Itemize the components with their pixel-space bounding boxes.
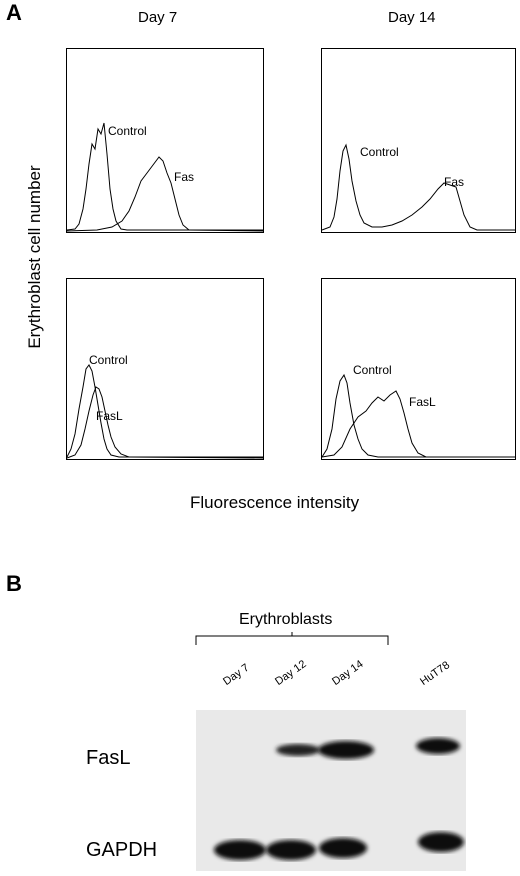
fas-label: Fas	[174, 170, 195, 184]
histogram-day7-fas: Control Fas	[66, 48, 264, 233]
column-title-day7: Day 7	[138, 9, 178, 26]
fas-curve	[66, 156, 264, 232]
fasl-band-day14	[318, 741, 374, 759]
histogram-day7-fas-svg	[66, 122, 264, 232]
lane-label-day12: Day 12	[273, 658, 309, 688]
gapdh-band-day7	[214, 840, 266, 860]
fasl-band-hut78	[416, 738, 460, 754]
column-title-day14: Day 14	[388, 9, 436, 26]
gapdh-band-hut78	[418, 832, 464, 852]
row-label-gapdh: GAPDH	[86, 839, 158, 861]
lane-label-day14: Day 14	[330, 658, 366, 688]
control-curve	[66, 122, 263, 231]
blot-svg	[214, 738, 464, 860]
control-curve	[321, 143, 515, 231]
fasl-label: FasL	[409, 395, 436, 409]
fas-label: Fas	[444, 175, 465, 189]
gapdh-band-day12	[266, 840, 316, 860]
panel-b-letter: B	[6, 571, 22, 596]
control-curve	[66, 364, 263, 458]
fasl-curve	[66, 386, 264, 459]
control-label: Control	[360, 145, 399, 159]
fasl-band-day12	[276, 744, 320, 756]
group-label: Erythroblasts	[239, 611, 333, 628]
group-bracket	[195, 632, 389, 645]
control-label: Control	[89, 353, 128, 367]
histogram-day14-fas-svg	[321, 143, 515, 231]
fasl-label: FasL	[96, 409, 123, 423]
fasl-curve	[321, 390, 515, 458]
histogram-day14-fasl: Control FasL	[321, 278, 516, 460]
blot-membrane	[196, 710, 466, 871]
gapdh-band-day14	[319, 838, 367, 858]
histogram-day7-fasl-svg	[66, 364, 264, 459]
row-label-fasl: FasL	[86, 747, 131, 769]
control-curve	[321, 373, 515, 458]
control-label: Control	[108, 124, 147, 138]
lane-label-day7: Day 7	[221, 661, 252, 688]
x-axis-label: Fluorescence intensity	[190, 493, 360, 512]
histogram-day14-fas: Control Fas	[321, 48, 516, 233]
control-label: Control	[353, 363, 392, 377]
histogram-day7-fasl: Control FasL	[66, 278, 264, 460]
y-axis-label: Erythroblast cell number	[25, 165, 44, 349]
panel-a-letter: A	[6, 0, 22, 25]
histogram-day14-fasl-svg	[321, 373, 515, 458]
lane-label-hut78: HuT78	[418, 659, 453, 688]
